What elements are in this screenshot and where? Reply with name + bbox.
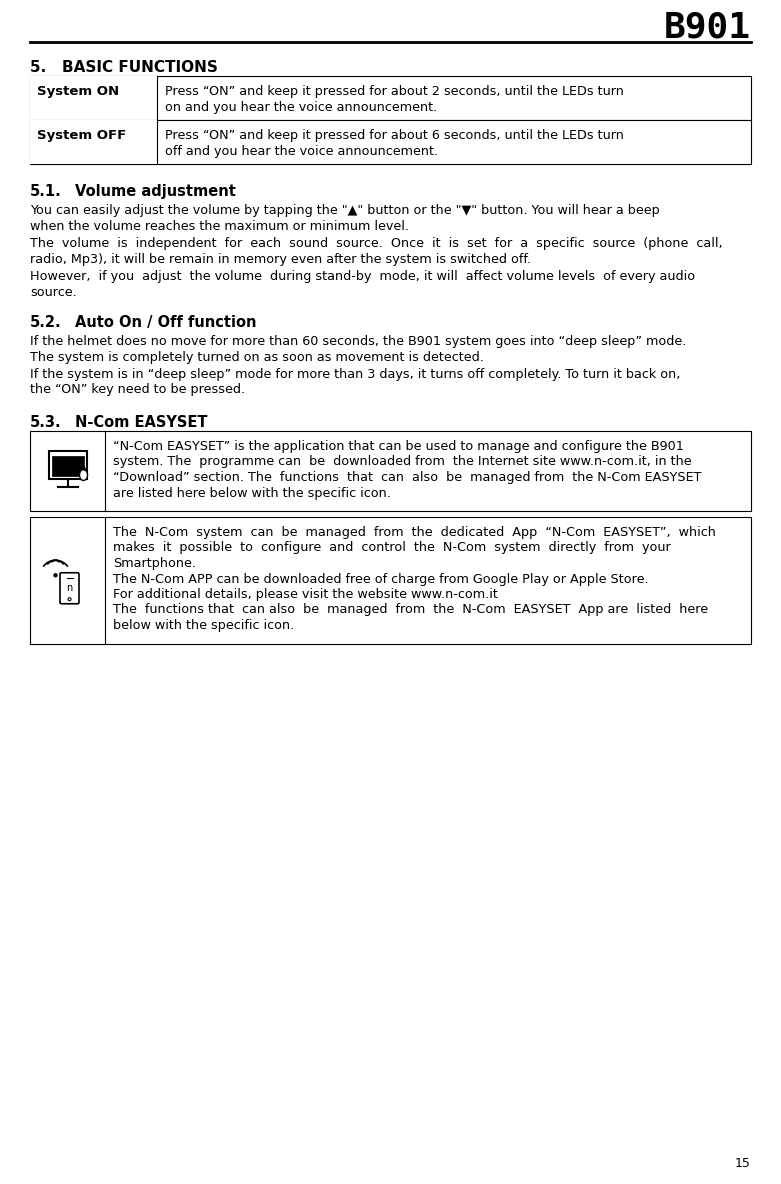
Bar: [30, 431, 751, 511]
Text: The  N-Com  system  can  be  managed  from  the  dedicated  App  “N-Com  EASYSET: The N-Com system can be managed from the…: [113, 526, 716, 539]
Text: Auto On / Off function: Auto On / Off function: [75, 315, 256, 330]
Bar: [30, 120, 751, 165]
Text: B901: B901: [664, 9, 751, 44]
Text: The  volume  is  independent  for  each  sound  source.  Once  it  is  set  for : The volume is independent for each sound…: [30, 237, 722, 250]
Text: makes  it  possible  to  configure  and  control  the  N-Com  system  directly  : makes it possible to configure and contr…: [113, 541, 671, 554]
Text: source.: source.: [30, 285, 77, 298]
Text: 5.1.: 5.1.: [30, 184, 62, 199]
Bar: [48, 451, 87, 480]
Text: Press “ON” and keep it pressed for about 2 seconds, until the LEDs turn: Press “ON” and keep it pressed for about…: [165, 85, 624, 98]
Text: You can easily adjust the volume by tapping the "▲" button or the "▼" button. Yo: You can easily adjust the volume by tapp…: [30, 204, 660, 217]
Text: radio, Mp3), it will be remain in memory even after the system is switched off.: radio, Mp3), it will be remain in memory…: [30, 252, 531, 265]
Ellipse shape: [80, 470, 87, 481]
Text: However,  if you  adjust  the volume  during stand-by  mode, it will  affect vol: However, if you adjust the volume during…: [30, 270, 695, 283]
Text: off and you hear the voice announcement.: off and you hear the voice announcement.: [165, 144, 438, 157]
Text: 15: 15: [735, 1157, 751, 1170]
Text: when the volume reaches the maximum or minimum level.: when the volume reaches the maximum or m…: [30, 219, 409, 232]
Text: The N-Com APP can be downloaded free of charge from Google Play or Apple Store.: The N-Com APP can be downloaded free of …: [113, 573, 649, 586]
Text: “Download” section. The  functions  that  can  also  be  managed from  the N-Com: “Download” section. The functions that c…: [113, 471, 701, 484]
Text: For additional details, please visit the website www.n-com.it: For additional details, please visit the…: [113, 588, 497, 601]
Text: N-Com EASYSET: N-Com EASYSET: [75, 416, 208, 430]
Text: If the helmet does no move for more than 60 seconds, the B901 system goes into “: If the helmet does no move for more than…: [30, 335, 686, 348]
Text: n: n: [66, 584, 73, 593]
Text: are listed here below with the specific icon.: are listed here below with the specific …: [113, 487, 390, 500]
Text: 5.3.: 5.3.: [30, 416, 62, 430]
Text: System OFF: System OFF: [37, 129, 127, 142]
Text: If the system is in “deep sleep” mode for more than 3 days, it turns off complet: If the system is in “deep sleep” mode fo…: [30, 368, 680, 381]
Bar: [30, 76, 751, 120]
Text: below with the specific icon.: below with the specific icon.: [113, 619, 294, 632]
Bar: [52, 456, 84, 476]
Circle shape: [54, 574, 57, 577]
Text: the “ON” key need to be pressed.: the “ON” key need to be pressed.: [30, 384, 245, 397]
Text: 5.2.: 5.2.: [30, 315, 62, 330]
Bar: [30, 76, 157, 120]
Text: System ON: System ON: [37, 85, 119, 98]
Text: on and you hear the voice announcement.: on and you hear the voice announcement.: [165, 101, 437, 114]
Bar: [30, 517, 751, 643]
FancyBboxPatch shape: [60, 573, 79, 604]
Text: Press “ON” and keep it pressed for about 6 seconds, until the LEDs turn: Press “ON” and keep it pressed for about…: [165, 129, 624, 142]
Bar: [30, 120, 157, 165]
Text: 5.   BASIC FUNCTIONS: 5. BASIC FUNCTIONS: [30, 60, 218, 75]
Text: The system is completely turned on as soon as movement is detected.: The system is completely turned on as so…: [30, 350, 484, 363]
Text: The  functions that  can also  be  managed  from  the  N-Com  EASYSET  App are  : The functions that can also be managed f…: [113, 604, 708, 617]
Text: Volume adjustment: Volume adjustment: [75, 184, 236, 199]
Text: system. The  programme can  be  downloaded from  the Internet site www.n-com.it,: system. The programme can be downloaded …: [113, 456, 692, 469]
Text: Smartphone.: Smartphone.: [113, 556, 196, 570]
Circle shape: [68, 598, 71, 600]
Text: “N-Com EASYSET” is the application that can be used to manage and configure the : “N-Com EASYSET” is the application that …: [113, 440, 684, 453]
